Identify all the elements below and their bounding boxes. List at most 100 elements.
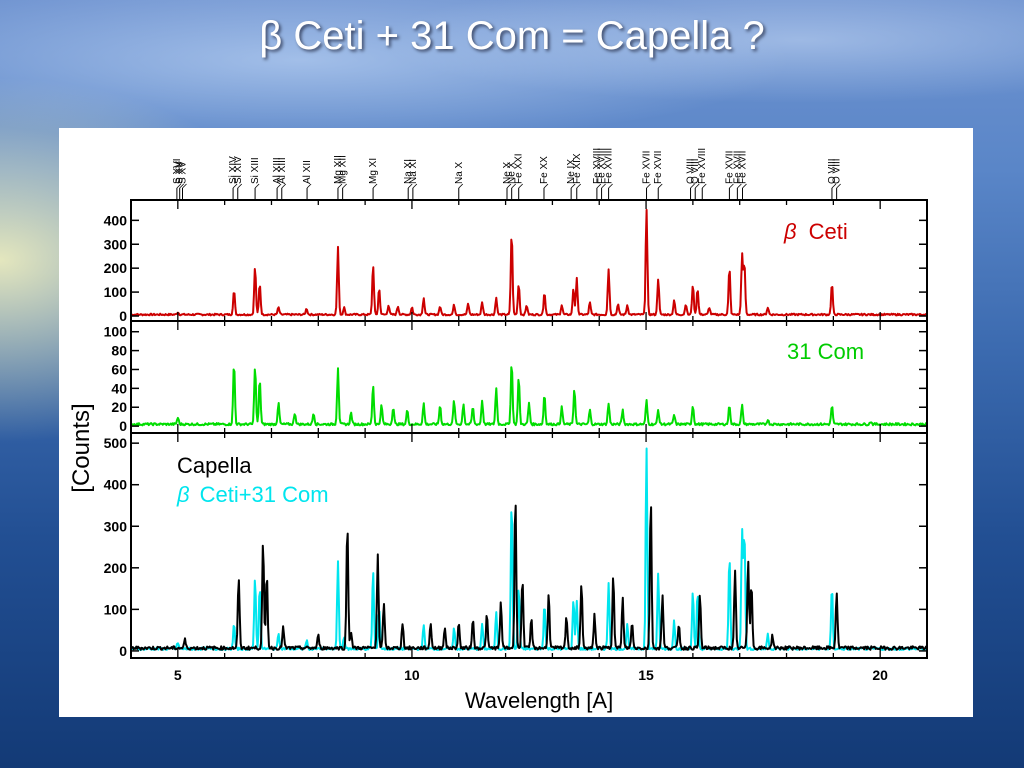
line-id-label: Al XIII [272, 157, 283, 184]
line-id-label: Fe XVIII [597, 148, 608, 184]
y-tick-label: 60 [111, 361, 127, 377]
y-tick-label: 200 [104, 260, 128, 276]
legend-entry: Capella [177, 453, 252, 478]
line-id-label: Si XIII [250, 157, 261, 184]
line-id-leader [742, 183, 747, 189]
line-id-leader [237, 183, 243, 189]
line-id-label: Fe XVIII [604, 148, 615, 184]
line-id-leader [831, 183, 837, 189]
line-id-leader [407, 183, 413, 189]
series-line-capella-1 [130, 504, 928, 651]
line-id-leader [458, 183, 464, 189]
line-id-leader [506, 183, 512, 189]
y-tick-label: 100 [104, 284, 128, 300]
line-id-label: Mg XII [333, 155, 344, 184]
line-id-leader [182, 183, 187, 189]
x-axis-title: Wavelength [A] [465, 688, 613, 713]
line-id-leader [601, 183, 606, 189]
line-id-leader [276, 183, 282, 189]
line-id-leader [337, 183, 343, 189]
line-id-label: Fe XXI [514, 153, 525, 184]
line-id-leader [306, 183, 312, 189]
line-id-label: Na XI [403, 159, 414, 184]
series-line-31-com-0 [130, 366, 928, 427]
line-id-leader [596, 183, 602, 189]
slide-title-text: β Ceti + 31 Com = Capella ? [259, 14, 765, 58]
line-id-label: Fe XVIII [592, 148, 603, 184]
x-tick-label: 10 [404, 667, 420, 683]
panel-beta-ceti: 0 100 200 300 400 β Ceti [104, 199, 928, 324]
panel-frame [130, 320, 928, 434]
panel-label-greek: β [783, 219, 797, 244]
line-id-label: Fe XVII [724, 151, 735, 184]
line-id-leader [836, 183, 841, 189]
y-tick-label: 100 [104, 601, 128, 617]
line-id-label: Fe XVII [732, 151, 743, 184]
y-tick-label: 0 [119, 643, 127, 659]
y-tick-label: 400 [104, 477, 128, 493]
y-tick-label: 0 [119, 308, 127, 324]
panel-label-beta-ceti: β Ceti [783, 219, 848, 244]
panel-capella: 0 100 200 300 400 500 Capella β Ceti+31 Com [104, 432, 928, 659]
line-id-label: S XV [175, 161, 186, 184]
y-tick-label: 200 [104, 560, 128, 576]
line-id-label: Mg XII [338, 155, 349, 184]
line-id-label: Fe XX [539, 156, 550, 184]
line-id-label: Al XII [302, 160, 313, 184]
line-id-label: Si XIV [233, 156, 244, 184]
line-id-leader [372, 183, 378, 189]
line-id-leader [701, 183, 707, 189]
panel-label-31-com: 31 Com [787, 339, 864, 364]
line-id-label: O VIII [690, 158, 701, 184]
line-id-label: S XVI [172, 158, 183, 184]
x-tick-label: 5 [174, 667, 182, 683]
y-tick-label: 300 [104, 518, 128, 534]
slide-title: β Ceti + 31 Com = Capella ? [0, 14, 1024, 59]
line-id-label: Ne X [502, 161, 513, 184]
line-id-label: O VIII [832, 158, 843, 184]
x-tick-label: 20 [872, 667, 888, 683]
line-id-leader [608, 183, 613, 189]
line-id-leader [254, 183, 260, 189]
line-id-leader [737, 183, 742, 189]
legend-text: Ceti+31 Com [200, 482, 329, 507]
line-id-label: Fe XIX [572, 153, 583, 184]
line-id-leader [646, 183, 651, 189]
line-id-label: Na X [454, 161, 465, 184]
panel-frame [130, 432, 928, 659]
y-tick-label: 400 [104, 212, 128, 228]
line-id-leader [412, 183, 418, 189]
line-id-leader [342, 183, 347, 189]
line-id-label: Ne IX [566, 159, 577, 184]
line-id-leader [232, 183, 238, 189]
spectrum-figure: S XVI S XV S XV Si XIV Si XIV Si XIII Al XIII A… [59, 128, 973, 717]
y-tick-label: 500 [104, 435, 128, 451]
line-id-leader [657, 183, 663, 189]
line-id-leader [543, 183, 549, 189]
y-tick-label: 0 [119, 418, 127, 434]
series-line-beta-ceti-0 [130, 208, 928, 317]
line-id-leader [518, 183, 523, 189]
line-id-leader [690, 183, 695, 189]
line-id-label: Fe XVII [642, 151, 653, 184]
line-id-leader [511, 183, 516, 189]
legend-greek: β [176, 482, 190, 507]
line-id-label: Al XIII [277, 157, 288, 184]
line-id-leader [281, 183, 287, 189]
line-id-label: O VIII [686, 158, 697, 184]
panel-31-com: 0 20 40 60 80 100 31 Com [104, 320, 928, 434]
line-id-label: Na XI [408, 159, 419, 184]
line-id-label: Mg XI [368, 158, 379, 184]
line-id-leader [176, 183, 182, 189]
line-id-label: Fe XVIII [697, 148, 708, 184]
line-id-label: Fe XVII [653, 151, 664, 184]
y-tick-label: 80 [111, 343, 127, 359]
line-id-label: Si XIV [228, 156, 239, 184]
line-id-leader [179, 183, 184, 189]
y-tick-label: 20 [111, 399, 127, 415]
line-id-label: Ne X [507, 161, 518, 184]
legend-entry: β Ceti+31 Com [176, 482, 329, 507]
y-tick-label: 40 [111, 380, 127, 396]
